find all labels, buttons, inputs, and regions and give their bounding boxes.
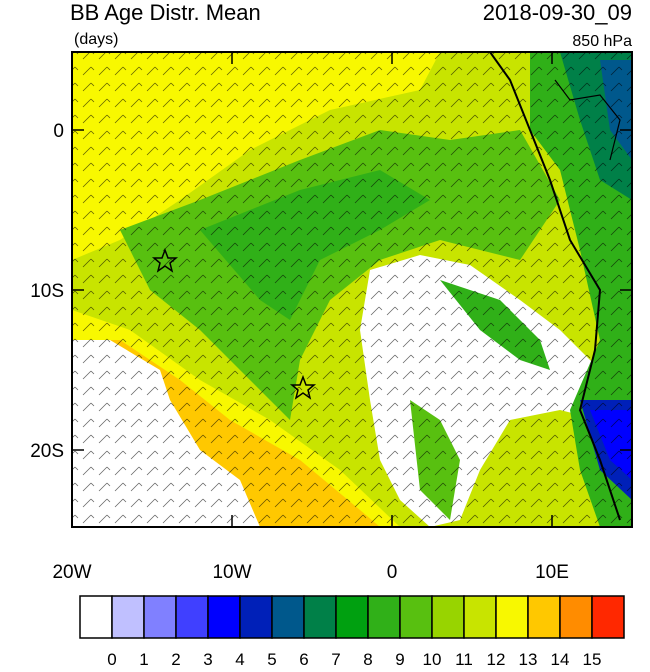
x-tick-label: 20W — [52, 562, 91, 583]
colorbar-box — [527, 595, 561, 639]
colorbar-label: 7 — [331, 650, 340, 667]
colorbar-box — [335, 595, 369, 639]
colorbar-label: 4 — [235, 650, 244, 667]
colorbar-box — [431, 595, 465, 639]
units: (days) — [74, 31, 118, 48]
colorbar-label: 14 — [551, 650, 570, 667]
colorbar-box — [143, 595, 177, 639]
colorbar-label: 10 — [423, 650, 442, 667]
x-tick-label: 10W — [212, 562, 251, 583]
y-tick-label: 10S — [30, 281, 64, 302]
colorbar-label: 11 — [455, 650, 473, 667]
x-tick-label: 10E — [535, 562, 569, 583]
colorbar-box — [175, 595, 209, 639]
colorbar-label: 2 — [171, 650, 180, 667]
colorbar-box — [559, 595, 593, 639]
map-field — [72, 52, 632, 527]
colorbar-box — [79, 595, 113, 639]
colorbar-box — [207, 595, 241, 639]
colorbar-label: 9 — [395, 650, 404, 667]
colorbar-box — [367, 595, 401, 639]
colorbar-box — [303, 595, 337, 639]
colorbar-box — [271, 595, 305, 639]
colorbar-box — [495, 595, 529, 639]
axes: 0 10S 20S 20W 10W 0 10E — [30, 52, 632, 583]
colorbar-label: 0 — [107, 650, 116, 667]
colorbar-label: 8 — [363, 650, 372, 667]
colorbar-label: 5 — [267, 650, 276, 667]
colorbar-box — [239, 595, 273, 639]
date: 2018-09-30_09 — [483, 0, 632, 25]
colorbar-label: 15 — [583, 650, 602, 667]
colorbar-label: 6 — [299, 650, 308, 667]
colorbar-box — [591, 595, 625, 639]
colorbar-box — [111, 595, 145, 639]
colorbar-label: 3 — [203, 650, 212, 667]
colorbar-box — [399, 595, 433, 639]
x-tick-label: 0 — [387, 562, 398, 583]
colorbar-box — [463, 595, 497, 639]
colorbar-label: 12 — [487, 650, 506, 667]
y-tick-label: 20S — [30, 441, 64, 462]
colorbar-label: 1 — [139, 650, 148, 667]
title: BB Age Distr. Mean — [70, 0, 261, 25]
y-tick-label: 0 — [53, 121, 64, 142]
level: 850 hPa — [572, 33, 632, 50]
colorbar-label: 13 — [519, 650, 538, 667]
colorbar: 0 1 2 3 4 5 6 7 8 9 10 11 12 13 14 15 — [79, 595, 625, 669]
